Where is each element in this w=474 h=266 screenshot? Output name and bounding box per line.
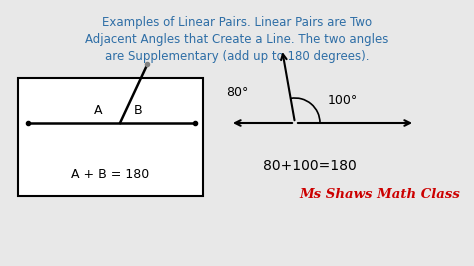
Text: A: A [94,104,102,117]
Text: Examples of Linear Pairs. Linear Pairs are Two
Adjacent Angles that Create a Lin: Examples of Linear Pairs. Linear Pairs a… [85,16,389,63]
Text: 80+100=180: 80+100=180 [263,159,357,173]
Bar [18,78,203,196]
Text: B: B [134,104,142,117]
Text: Ms Shaws Math Class: Ms Shaws Math Class [300,188,460,201]
Text: 80°: 80° [226,86,248,99]
Text: 100°: 100° [328,94,358,107]
Text: A + B = 180: A + B = 180 [72,168,150,181]
